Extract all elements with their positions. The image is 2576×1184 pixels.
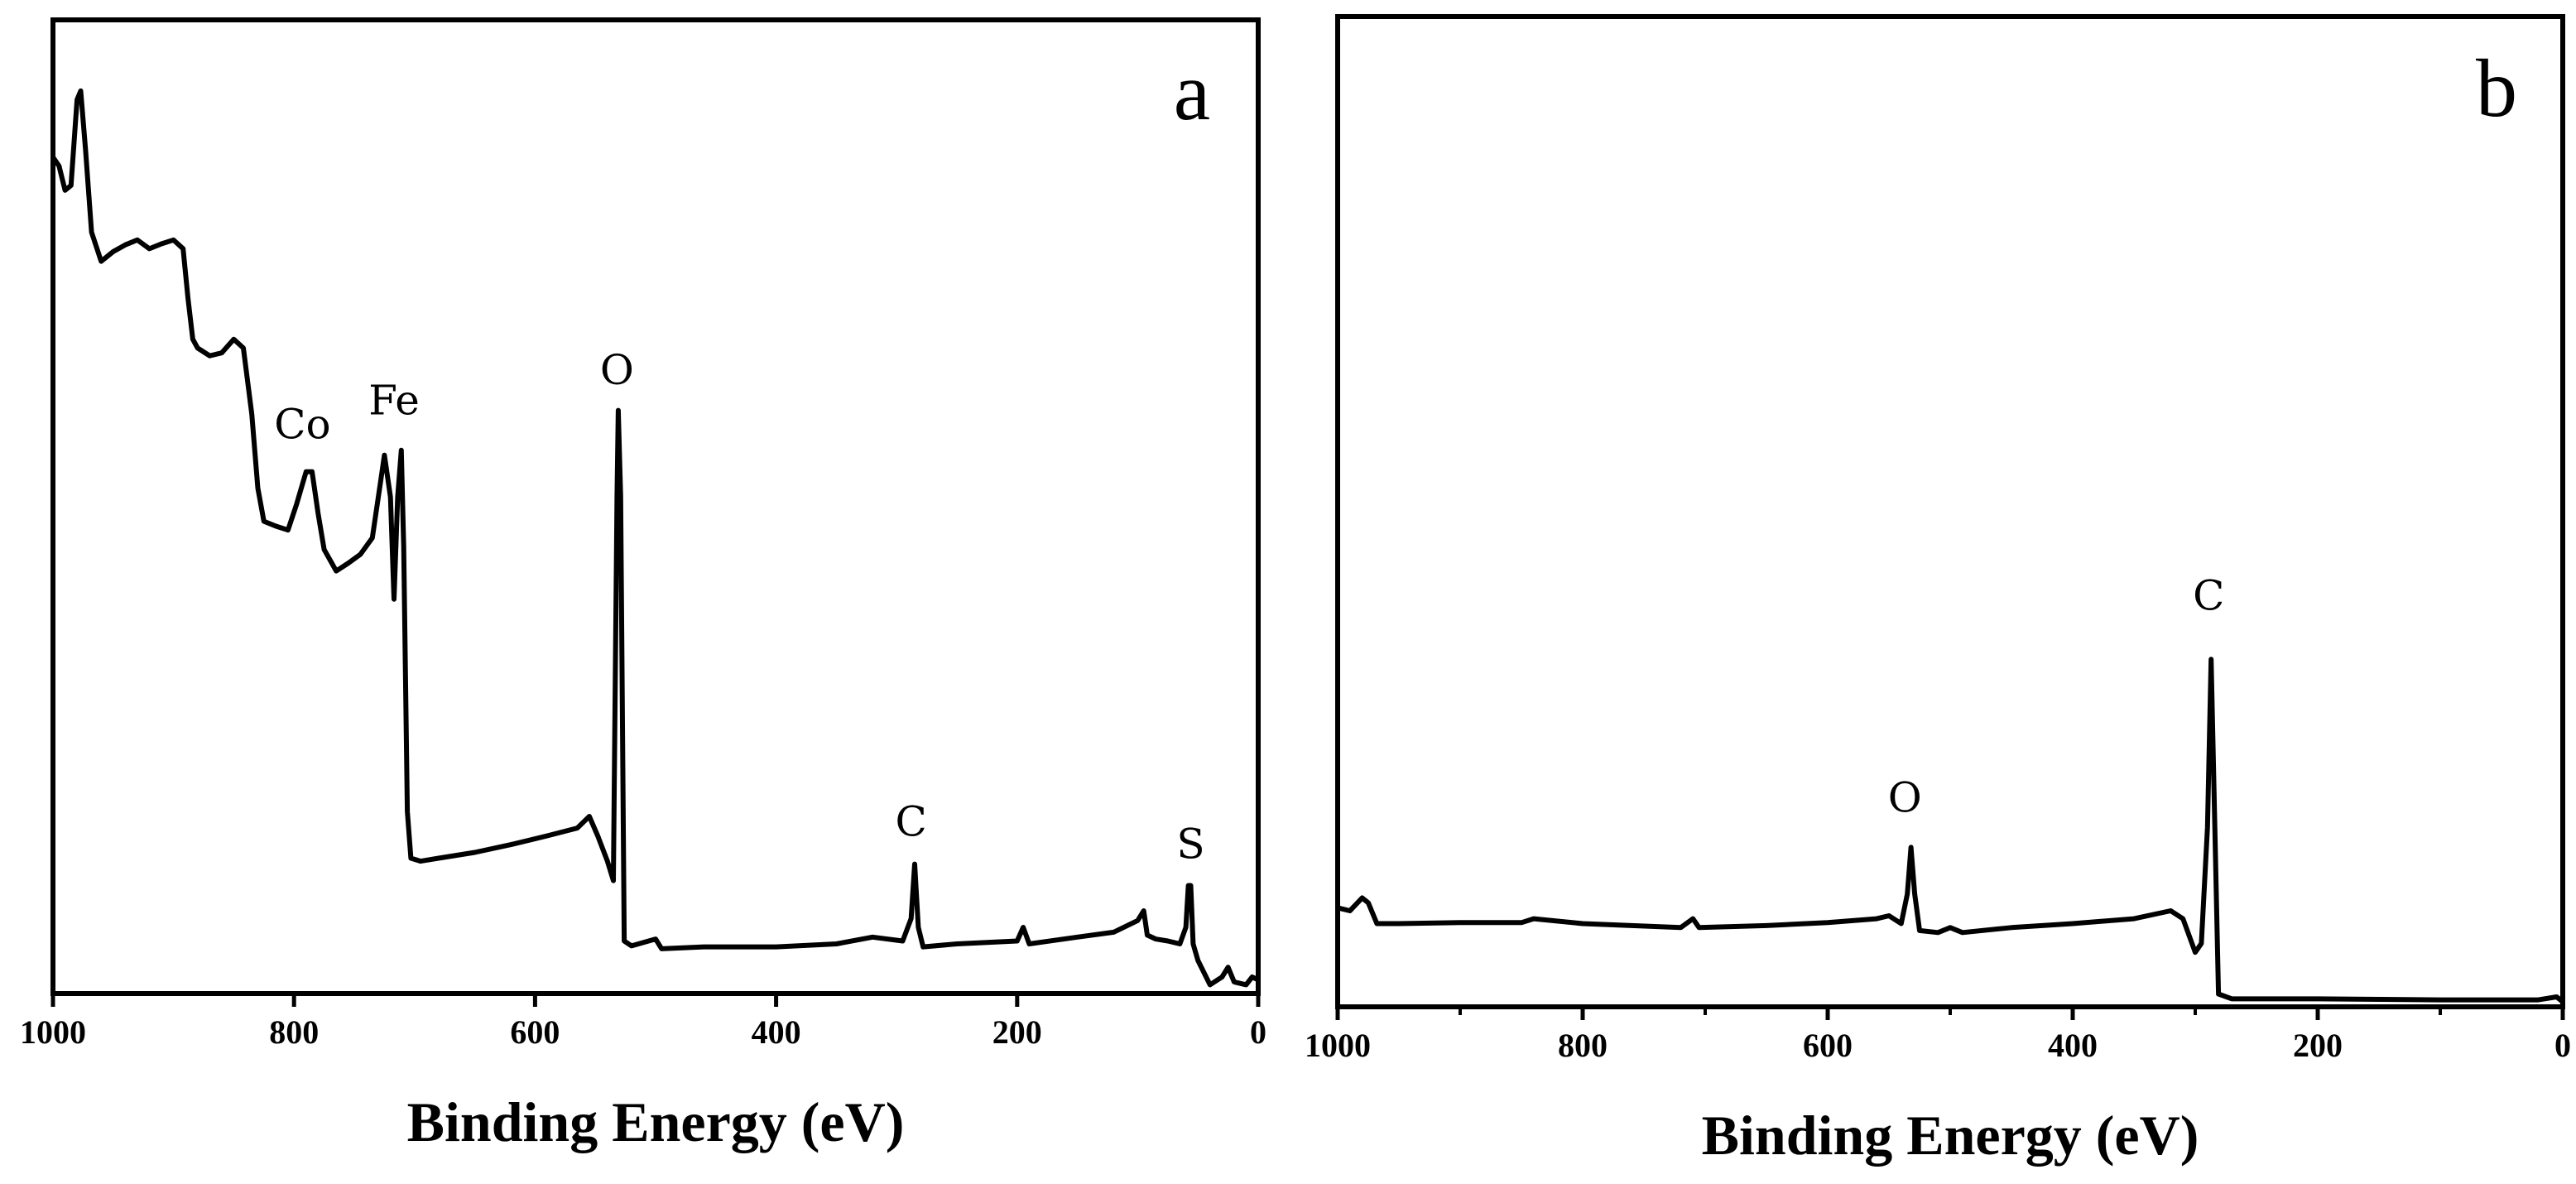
x-tick-label: 1000 — [20, 1013, 86, 1051]
x-tick-label: 0 — [2554, 1027, 2571, 1064]
panel-label: a — [1174, 46, 1210, 137]
x-tick-label: 1000 — [1305, 1027, 1371, 1064]
peak-label: O — [600, 346, 634, 394]
x-tick-label: 400 — [2048, 1027, 2098, 1064]
x-tick-label: 200 — [992, 1013, 1042, 1051]
x-tick-label: 600 — [510, 1013, 560, 1051]
x-tick-label: 800 — [269, 1013, 319, 1051]
x-tick-label: 400 — [752, 1013, 801, 1051]
peak-label: C — [2193, 571, 2224, 619]
peak-label: Fe — [368, 376, 420, 424]
panel-label: b — [2476, 42, 2517, 134]
plot-frame — [50, 17, 1261, 996]
peak-label: O — [1888, 773, 1922, 821]
peak-label: S — [1176, 821, 1204, 869]
x-tick-label: 0 — [1250, 1013, 1266, 1051]
x-tick-label: 600 — [1803, 1027, 1853, 1064]
x-axis-label: Binding Energy (eV) — [1702, 1104, 2199, 1167]
x-tick-label: 200 — [2293, 1027, 2343, 1064]
peak-label: Co — [274, 401, 330, 449]
peak-label: C — [896, 797, 927, 845]
x-tick-label: 800 — [1558, 1027, 1608, 1064]
plot-frame — [1335, 14, 2565, 1009]
x-axis-label: Binding Energy (eV) — [407, 1090, 905, 1153]
spectrum-line — [1337, 657, 2564, 1004]
spectrum-line — [50, 88, 1260, 988]
